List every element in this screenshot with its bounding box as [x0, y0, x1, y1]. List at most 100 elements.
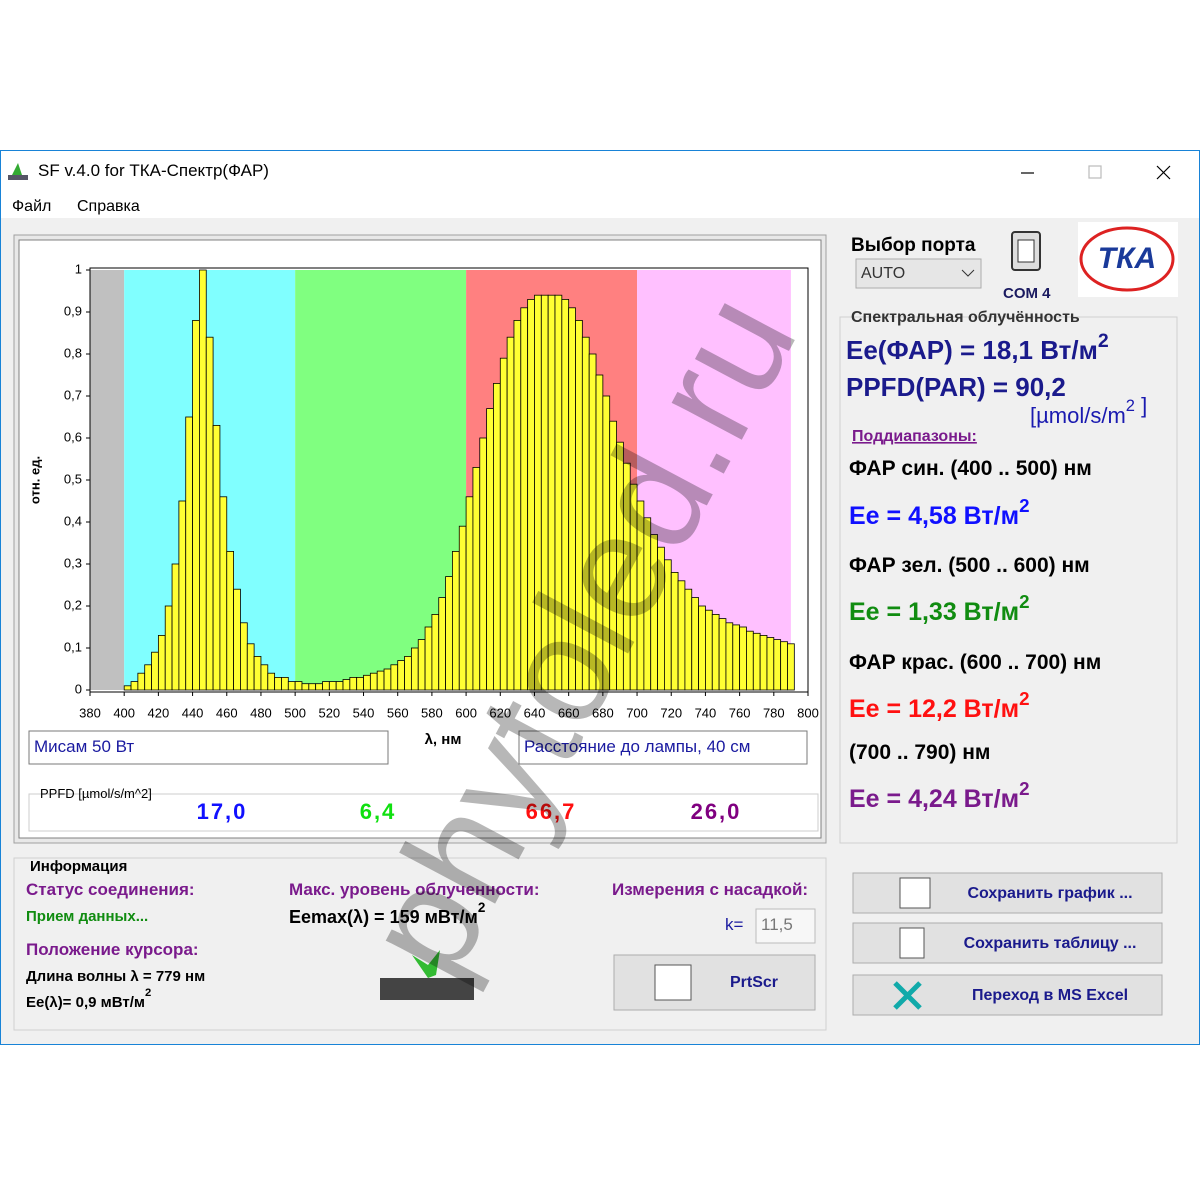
status-label: Статус соединения: [26, 880, 195, 899]
bar [144, 664, 152, 691]
subrange-label: ФАР син. (400 .. 500) нм [849, 457, 1092, 480]
text-part: Выбор порта [851, 235, 976, 256]
text-part: )= 0,9 мВт/м [58, 994, 145, 1011]
info-title: Информация [30, 858, 127, 875]
bar [376, 670, 385, 691]
text-part: SF v.4.0 for ТКА-Спектр(ФАР) [38, 161, 269, 180]
x-tick-label: 480 [250, 705, 272, 720]
bar [404, 656, 412, 691]
y-tick-label: 0,5 [64, 471, 82, 486]
prtscr-button[interactable] [613, 954, 816, 1011]
text-part: 26,0 [691, 799, 742, 824]
subrange-ee: Ee = 12,2 Вт/м2 [849, 688, 1030, 723]
k-label: k= [725, 915, 744, 934]
ee-total: Ee(ФАР) = 18,1 Вт/м2 [846, 330, 1109, 365]
text-part: Сохранить таблицу ... [964, 935, 1137, 952]
distance-input[interactable] [518, 730, 808, 765]
x-tick-label: 740 [695, 705, 717, 720]
x-tick-label: 500 [284, 705, 306, 720]
bar [301, 683, 310, 691]
bar [137, 672, 146, 691]
bar [732, 624, 741, 691]
k-input[interactable] [755, 908, 816, 944]
text-part: Расстояние до лампы, 40 см [524, 737, 750, 756]
y-tick-label: 0,2 [64, 597, 82, 612]
bar [294, 681, 303, 691]
text-part: ФАР зел. (500 .. 600) нм [849, 554, 1090, 577]
text-part: PPFD(PAR) = 90,2 [846, 372, 1066, 402]
attachment-label: Измерения с насадкой: [612, 880, 808, 899]
logo-text: ТКА [1098, 242, 1156, 275]
window-controls[interactable] [1021, 165, 1171, 180]
bar [424, 626, 433, 691]
menu-item[interactable]: Файл [12, 198, 51, 215]
bar [739, 626, 747, 691]
text-part: Переход в MS Excel [972, 987, 1128, 1004]
port-select[interactable] [855, 258, 982, 289]
bar [417, 639, 426, 691]
group-title: Спектральная облучённость [851, 309, 1080, 326]
text-part: k= [725, 915, 744, 934]
x-axis-label: λ, нм [425, 731, 462, 748]
x-tick-label: 420 [148, 705, 170, 720]
bar [240, 622, 248, 691]
lamp-text: Мисам 50 Вт [34, 737, 134, 756]
bar [199, 269, 207, 691]
x-tick-label: 660 [558, 705, 580, 720]
max-label: Макс. уровень облученности: [289, 880, 540, 899]
x-tick-label: 720 [660, 705, 682, 720]
bar [171, 563, 180, 691]
y-tick-label: 0 [75, 681, 82, 696]
ppfd-total: PPFD(PAR) = 90,2 [846, 372, 1066, 402]
x-tick-label: 620 [489, 705, 511, 720]
select-arrow [961, 269, 975, 277]
status: Прием данных... [26, 908, 148, 925]
bar [397, 660, 405, 691]
text-part: ] [1135, 393, 1147, 418]
bar [458, 525, 467, 691]
text-part: PrtScr [730, 974, 778, 991]
bar [718, 618, 727, 691]
y-tick-label: 1 [75, 261, 82, 276]
bar [192, 319, 200, 691]
subrange-ee: Ee = 4,24 Вт/м2 [849, 778, 1030, 813]
port-label: Выбор порта [851, 235, 976, 256]
bar [705, 609, 713, 691]
menu-item[interactable]: Справка [77, 198, 140, 215]
text-part: Ee = 4,24 Вт/м [849, 785, 1019, 813]
bar [267, 672, 276, 691]
y-tick-label: 0,4 [64, 513, 82, 528]
bar [219, 496, 228, 691]
lamp-input[interactable] [28, 730, 389, 765]
text-part: Ee(ФАР) = 18,1 Вт/м [846, 335, 1098, 365]
bar [363, 674, 371, 691]
x-tick-label: 440 [182, 705, 204, 720]
bar [766, 637, 775, 691]
text-part: (700 .. 790) нм [849, 741, 990, 764]
x-tick-label: 540 [353, 705, 375, 720]
bar [698, 605, 706, 691]
bar [253, 656, 262, 691]
bar [752, 632, 761, 691]
bar [287, 681, 296, 691]
chip-icon [380, 950, 474, 1000]
bar [246, 643, 255, 691]
text-part: Прием данных... [26, 908, 148, 925]
text-part: Мисам 50 Вт [34, 737, 134, 756]
x-tick-label: 560 [387, 705, 409, 720]
text-part: ФАР син. (400 .. 500) нм [849, 457, 1092, 480]
superscript: 2 [1098, 330, 1109, 352]
y-axis-label: отн. ед. [27, 456, 42, 504]
x-tick-label: 760 [729, 705, 751, 720]
text-part: AUTO [861, 265, 905, 282]
ppfd-unit: [µmol/s/m2 ] [1030, 393, 1147, 428]
bar [780, 641, 788, 691]
x-tick-label: 700 [626, 705, 648, 720]
y-tick-label: 0,7 [64, 387, 82, 402]
superscript: 2 [1019, 495, 1029, 516]
bar [315, 683, 323, 691]
button-label: Переход в MS Excel [972, 987, 1128, 1004]
prtscr-label: PrtScr [730, 974, 778, 991]
x-tick-label: 640 [524, 705, 546, 720]
y-tick-label: 0,1 [64, 639, 82, 654]
